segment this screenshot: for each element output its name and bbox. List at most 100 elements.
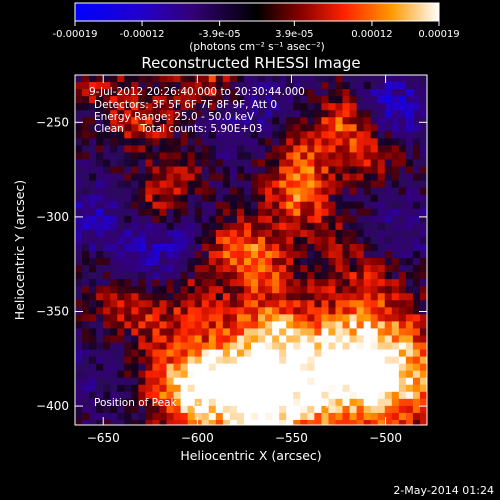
heatmap-cell	[286, 321, 294, 329]
heatmap-cell	[117, 272, 125, 280]
heatmap-cell	[363, 398, 372, 407]
heatmap-cell	[131, 173, 139, 182]
heatmap-cell	[349, 279, 358, 287]
heatmap-cell	[82, 307, 90, 315]
x-tick-label: −600	[181, 431, 214, 445]
heatmap-cell	[286, 272, 294, 280]
heatmap-cell	[258, 166, 266, 175]
heatmap-cell	[328, 419, 336, 425]
heatmap-cell	[89, 349, 97, 358]
heatmap-cell	[286, 243, 294, 252]
heatmap-cell	[398, 152, 407, 160]
heatmap-cell	[187, 265, 196, 273]
heatmap-cell	[180, 96, 189, 104]
heatmap-cell	[89, 187, 97, 196]
heatmap-cell	[243, 82, 252, 90]
heatmap-cell	[391, 300, 400, 308]
heatmap-cell	[328, 356, 336, 365]
heatmap-cell	[208, 152, 217, 160]
heatmap-cell	[110, 321, 118, 329]
heatmap-cell	[265, 131, 273, 139]
heatmap-cell	[236, 391, 245, 400]
heatmap-cell	[89, 166, 97, 175]
heatmap-cell	[377, 110, 386, 118]
heatmap-cell	[363, 412, 372, 421]
heatmap-cell	[145, 89, 153, 97]
heatmap-cell	[243, 307, 252, 315]
heatmap-cell	[145, 194, 153, 203]
heatmap-cell	[117, 398, 125, 407]
heatmap-cell	[314, 251, 322, 259]
heatmap-cell	[82, 412, 90, 421]
heatmap-cell	[377, 75, 386, 83]
heatmap-cell	[370, 335, 379, 344]
heatmap-cell	[215, 215, 224, 224]
heatmap-cell	[251, 286, 259, 294]
heatmap-cell	[201, 82, 210, 90]
heatmap-cell	[265, 251, 273, 259]
heatmap-cell	[82, 131, 90, 139]
heatmap-cell	[152, 314, 160, 322]
heatmap-cell	[384, 89, 393, 97]
heatmap-cell	[321, 187, 329, 196]
heatmap-cell	[314, 82, 322, 90]
heatmap-cell	[342, 279, 351, 287]
heatmap-cell	[272, 110, 280, 118]
heatmap-cell	[391, 243, 400, 252]
heatmap-cell	[103, 117, 111, 125]
heatmap-cell	[166, 258, 175, 266]
heatmap-cell	[265, 124, 273, 132]
heatmap-cell	[286, 110, 294, 118]
heatmap-cell	[328, 215, 336, 224]
heatmap-cell	[384, 124, 393, 132]
heatmap-cell	[314, 349, 322, 358]
heatmap-cell	[215, 272, 224, 280]
heatmap-cell	[89, 335, 97, 344]
heatmap-cell	[89, 201, 97, 210]
heatmap-cell	[342, 138, 351, 146]
heatmap-cell	[251, 110, 259, 118]
heatmap-cell	[173, 307, 182, 315]
heatmap-cell	[405, 208, 414, 217]
heatmap-cell	[335, 377, 344, 386]
heatmap-cell	[286, 391, 294, 400]
heatmap-cell	[384, 293, 393, 301]
heatmap-cell	[370, 201, 379, 210]
heatmap-cell	[356, 89, 365, 97]
heatmap-cell	[222, 124, 231, 132]
heatmap-cell	[138, 258, 146, 266]
heatmap-cell	[124, 208, 132, 217]
heatmap-cell	[201, 152, 210, 160]
heatmap-cell	[208, 194, 217, 203]
heatmap-cell	[82, 82, 90, 90]
heatmap-cell	[243, 356, 252, 365]
heatmap-cell	[229, 377, 238, 386]
heatmap-cell	[82, 321, 90, 329]
colorbar-tick-label: 0.00012	[351, 29, 392, 40]
heatmap-cell	[356, 243, 365, 252]
heatmap-cell	[342, 419, 351, 425]
heatmap-cell	[265, 96, 273, 104]
heatmap-cell	[103, 208, 111, 217]
heatmap-cell	[159, 342, 168, 351]
heatmap-cell	[384, 75, 393, 83]
heatmap-cell	[384, 391, 393, 400]
heatmap-cell	[335, 258, 344, 266]
heatmap-cell	[194, 82, 203, 90]
heatmap-cell	[243, 138, 252, 146]
heatmap-cell	[201, 96, 210, 104]
heatmap-cell	[138, 82, 146, 90]
heatmap-cell	[166, 293, 175, 301]
heatmap-cell	[145, 307, 153, 315]
heatmap-cell	[370, 229, 379, 238]
heatmap-cell	[412, 243, 421, 252]
heatmap-cell	[398, 201, 407, 210]
heatmap-cell	[229, 328, 238, 336]
heatmap-cell	[300, 321, 308, 329]
heatmap-cell	[96, 314, 104, 322]
heatmap-cell	[286, 96, 294, 104]
heatmap-cell	[412, 321, 421, 329]
heatmap-cell	[356, 314, 365, 322]
heatmap-cell	[208, 236, 217, 245]
heatmap-cell	[194, 173, 203, 182]
